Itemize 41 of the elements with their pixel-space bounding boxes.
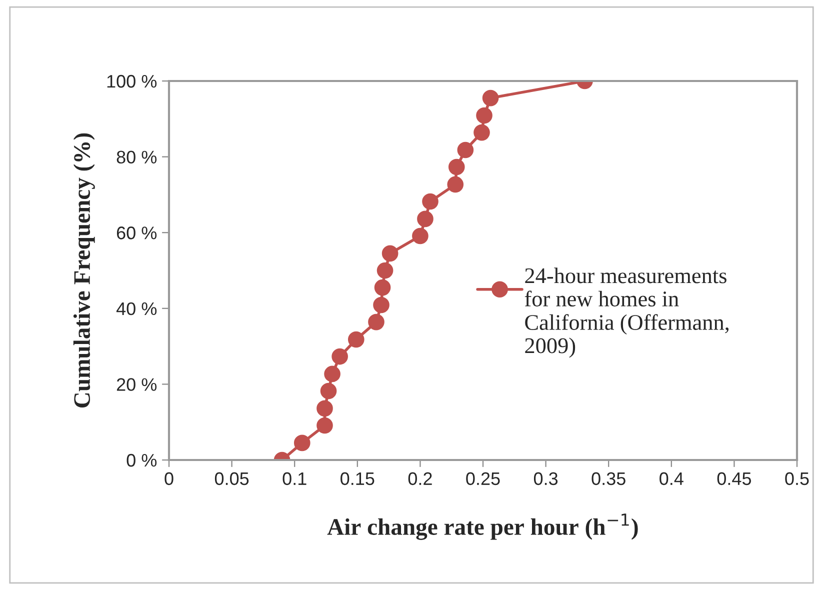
point [320,382,337,400]
y-tick-label: 20 % [116,378,157,391]
point [374,279,391,296]
x-axis-title: Air change rate per hour (h$^{−1}$) [327,514,638,540]
y-tick-label: 40 % [116,302,157,316]
x-tick-label: 0.5 [785,472,809,486]
point [348,331,364,348]
y-axis-title: Cumulative Frequency (%) [73,133,95,408]
point [447,176,464,193]
point [417,210,434,228]
x-tick-label: 0.1 [282,472,306,486]
point [482,90,499,106]
point [476,107,492,124]
x-tick-label: 0 [164,472,174,486]
point [412,228,428,244]
y-tick-label: 0 % [126,454,157,467]
x-tick-label: 0.2 [408,472,432,486]
x-tick-label: 0.3 [534,472,558,486]
point [422,193,438,210]
point [373,296,390,314]
point [316,400,333,417]
y-tick-label: 80 % [116,150,157,164]
legend-label: 24-hour measurements for new homes in California (Offermann, 2009) [524,268,729,358]
point [324,366,340,382]
point [457,142,474,158]
point [316,417,333,434]
point [376,262,394,279]
x-tick-label: 0.05 [214,472,249,486]
x-tick-label: 0.25 [466,472,500,486]
point [368,314,384,330]
point [332,348,348,365]
y-tick-label: 100 % [107,74,157,88]
point [448,158,465,176]
point [294,434,310,452]
x-tick-label: 0.4 [660,472,684,486]
x-tick-label: 0.35 [592,472,626,486]
x-tick-label: 0.15 [340,472,374,486]
point [382,245,398,262]
y-tick-label: 60 % [116,226,157,240]
x-tick-label: 0.45 [717,472,752,486]
point [474,124,490,141]
